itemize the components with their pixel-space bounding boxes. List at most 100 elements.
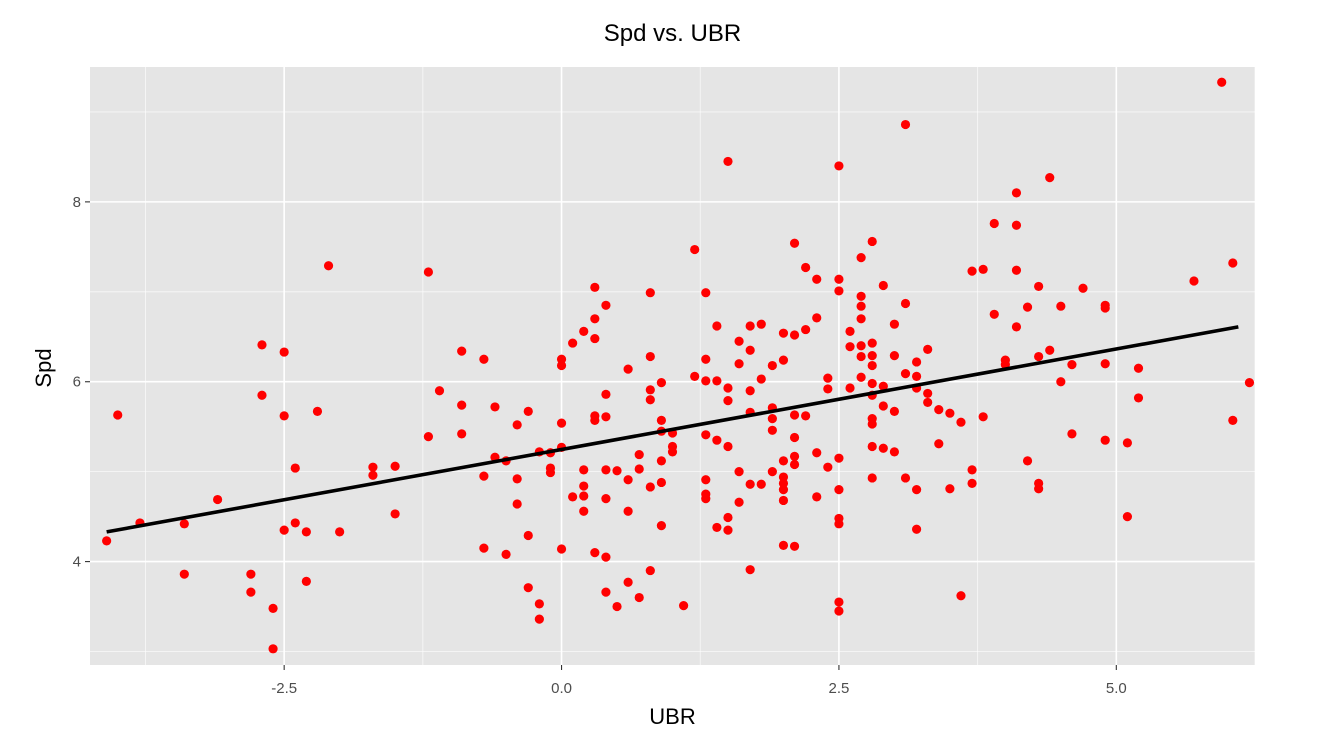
data-point [878,280,888,291]
data-point [856,253,866,263]
data-point [767,360,777,371]
data-point [1011,220,1022,230]
data-point [667,447,678,457]
data-point [1133,393,1144,403]
data-point [911,371,922,381]
data-point [878,443,888,453]
data-point [978,264,988,274]
data-point [745,321,755,331]
data-point [601,552,611,562]
data-point [623,506,633,516]
data-point [856,351,866,362]
x-tick-label: 2.5 [828,680,849,697]
data-point [1189,276,1199,286]
data-point [923,397,933,408]
data-point [701,288,711,298]
data-point [1022,302,1033,312]
data-point [789,330,800,340]
data-point [867,441,877,452]
data-points [102,77,1255,654]
data-point [457,346,467,356]
data-point [612,601,622,612]
data-point [723,396,733,406]
data-point [712,321,722,331]
data-point [279,411,289,421]
data-point [257,390,267,400]
data-point [878,401,888,411]
data-point [301,576,311,586]
data-point [834,161,844,171]
data-point [834,286,844,296]
data-point [834,519,844,529]
data-point [1078,283,1088,293]
data-point [801,324,811,335]
data-point [989,218,999,229]
data-point [656,521,667,531]
data-point [856,301,866,311]
data-point [656,477,667,488]
data-point [268,644,278,654]
data-point [834,453,844,463]
data-point [690,244,700,255]
data-point [1011,322,1022,332]
data-point [778,355,789,365]
data-point [712,376,722,386]
data-point [900,473,911,483]
data-point [701,430,711,440]
data-point [523,583,533,593]
data-point [1034,281,1044,292]
data-point [1067,429,1077,439]
data-point [579,465,589,475]
data-point [1133,363,1144,373]
data-point [601,389,611,399]
data-point [457,400,467,410]
data-point [900,119,911,130]
data-point [789,459,800,470]
data-point [179,569,189,579]
data-point [1067,360,1077,370]
data-point [734,467,744,477]
data-point [712,435,722,445]
data-point [1228,415,1238,426]
data-point [701,376,711,386]
data-point [512,474,522,484]
data-point [590,314,600,324]
data-point [856,314,866,324]
data-point [734,359,744,369]
data-point [723,156,733,167]
data-point [645,351,655,362]
data-point [601,465,611,475]
data-point [701,494,711,504]
data-point [579,326,589,336]
data-point [1100,435,1110,445]
data-point [656,456,667,466]
data-point [756,374,766,384]
data-point [812,274,822,284]
data-point [212,494,223,505]
data-point [911,357,922,367]
data-point [601,494,611,504]
data-point [845,342,855,352]
data-point [257,340,267,350]
data-point [434,386,445,396]
plot-panel [90,67,1255,665]
data-point [1034,351,1044,362]
data-point [778,328,789,338]
data-point [323,261,334,271]
data-point [867,360,877,371]
data-point [479,543,489,553]
data-point [778,540,789,551]
data-point [834,606,844,616]
data-point [812,448,822,458]
data-point [856,291,866,301]
data-point [834,597,844,607]
data-point [290,463,300,473]
data-point [823,462,833,472]
data-point [712,522,722,533]
y-tick-label: 4 [73,554,81,571]
data-point [501,549,511,559]
data-point [867,338,877,348]
data-point [623,364,633,374]
data-point [579,481,589,491]
data-point [1244,378,1255,388]
